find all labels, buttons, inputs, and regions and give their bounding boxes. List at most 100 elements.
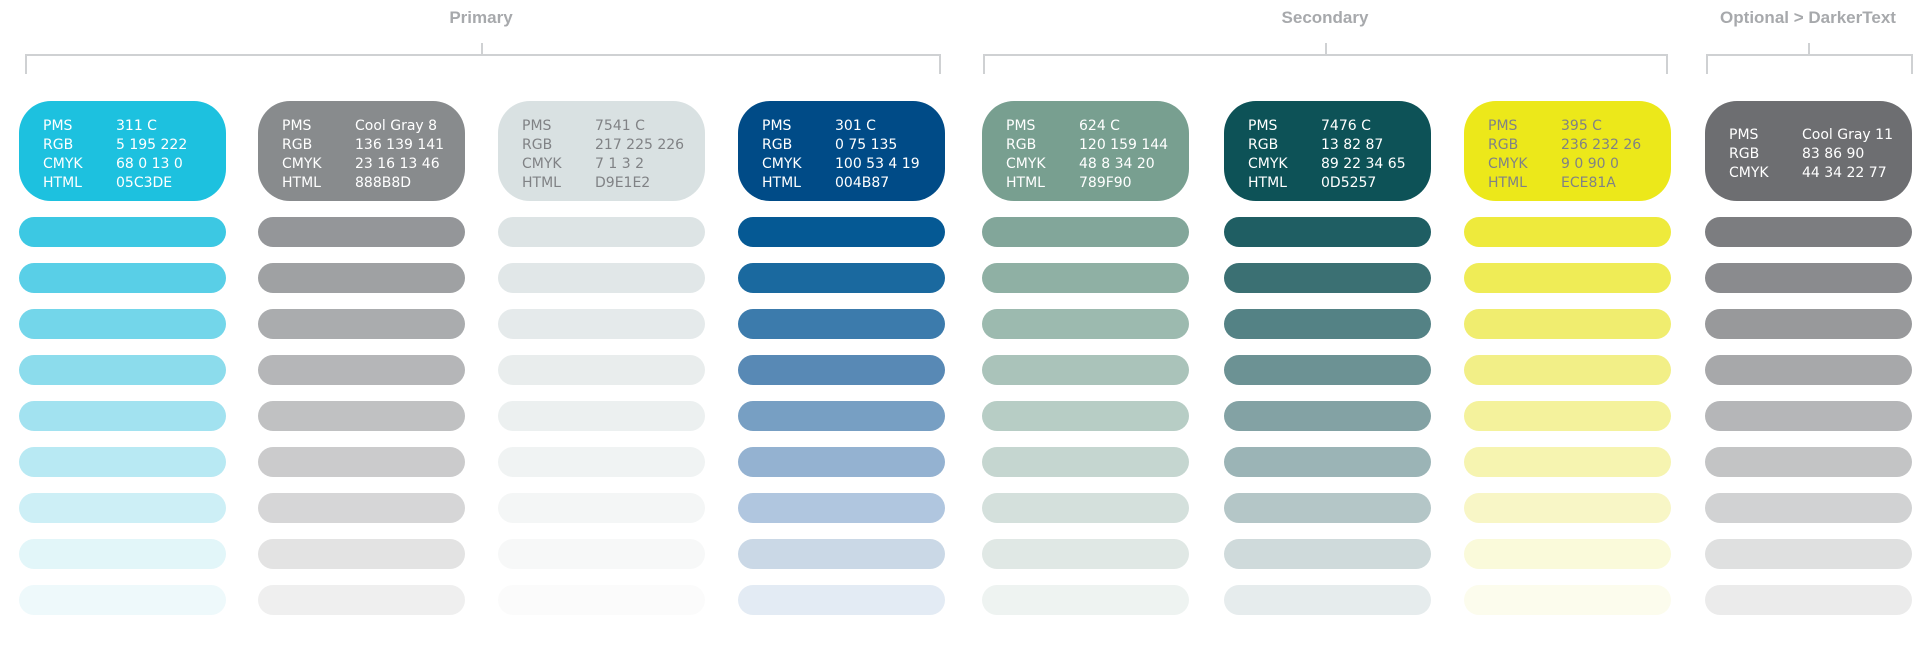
spec-key: RGB [522, 137, 553, 153]
spec-value: 0D5257 [1321, 175, 1377, 191]
tint-pill [1464, 217, 1671, 247]
bracket-secondary [983, 54, 1668, 74]
spec-key: CMYK [1248, 156, 1288, 172]
swatch-spec-row: CMYK 7 1 3 2 [522, 155, 705, 174]
tint-pill [982, 585, 1189, 615]
swatch-spec-row: PMS 301 C [762, 117, 945, 136]
spec-key: PMS [43, 118, 73, 134]
spec-key: RGB [762, 137, 793, 153]
tint-pill [258, 539, 465, 569]
tint-pill [1705, 309, 1912, 339]
spec-key: HTML [43, 175, 82, 191]
spec-value: 624 C [1079, 118, 1120, 134]
swatch-column-301c: PMS 301 C RGB 0 75 135 CMYK 100 53 4 19 HTML 00… [738, 101, 945, 615]
swatch-spec-row: RGB 136 139 141 [282, 136, 465, 155]
tint-pill [1224, 447, 1431, 477]
spec-key: CMYK [762, 156, 802, 172]
spec-value: 5 195 222 [116, 137, 188, 153]
spec-value: 120 159 144 [1079, 137, 1169, 153]
spec-value: 13 82 87 [1321, 137, 1384, 153]
swatch-spec-row: CMYK 89 22 34 65 [1248, 155, 1431, 174]
tint-pill [498, 355, 705, 385]
group-label-primary: Primary [449, 8, 513, 27]
swatch-card: PMS 624 C RGB 120 159 144 CMYK 48 8 34 20 HTML… [982, 101, 1189, 201]
swatch-spec-row: HTML 789F90 [1006, 174, 1189, 193]
spec-key: HTML [762, 175, 801, 191]
tint-pill [738, 263, 945, 293]
spec-key: PMS [762, 118, 792, 134]
tint-pill [498, 447, 705, 477]
swatch-spec-row: RGB 83 86 90 [1729, 145, 1912, 164]
tint-pill [258, 263, 465, 293]
spec-key: RGB [1006, 137, 1037, 153]
swatch-spec-row: CMYK 9 0 90 0 [1488, 155, 1671, 174]
spec-value: 89 22 34 65 [1321, 156, 1406, 172]
swatch-spec-row: HTML 888B8D [282, 174, 465, 193]
tint-pill [19, 217, 226, 247]
swatch-spec-row: HTML 05C3DE [43, 174, 226, 193]
swatch-column-311c: PMS 311 C RGB 5 195 222 CMYK 68 0 13 0 HTML 05C… [19, 101, 226, 615]
swatch-card: PMS Cool Gray 8 RGB 136 139 141 CMYK 23 16 13… [258, 101, 465, 201]
bracket-optional [1706, 54, 1913, 74]
spec-key: CMYK [522, 156, 562, 172]
tint-pill [498, 585, 705, 615]
swatch-column-624c: PMS 624 C RGB 120 159 144 CMYK 48 8 34 20 HTML… [982, 101, 1189, 615]
tint-pill [19, 401, 226, 431]
spec-value: 48 8 34 20 [1079, 156, 1155, 172]
spec-value: 23 16 13 46 [355, 156, 440, 172]
tint-pill [1224, 309, 1431, 339]
spec-value: 789F90 [1079, 175, 1132, 191]
tint-pill [19, 309, 226, 339]
tint-pill [498, 493, 705, 523]
spec-value: 395 C [1561, 118, 1602, 134]
spec-value: 311 C [116, 118, 157, 134]
spec-value: 7 1 3 2 [595, 156, 644, 172]
tint-pill [738, 447, 945, 477]
spec-key: CMYK [1006, 156, 1046, 172]
tint-pill [258, 493, 465, 523]
spec-value: 7541 C [595, 118, 645, 134]
tint-pill [498, 263, 705, 293]
spec-value: ECE81A [1561, 175, 1616, 191]
swatch-spec-row: PMS 7541 C [522, 117, 705, 136]
tint-pill [738, 309, 945, 339]
spec-key: PMS [1488, 118, 1518, 134]
spec-value: 0 75 135 [835, 137, 898, 153]
swatch-column-7476c: PMS 7476 C RGB 13 82 87 CMYK 89 22 34 65 HTML 0… [1224, 101, 1431, 615]
spec-value: 83 86 90 [1802, 146, 1865, 162]
spec-key: CMYK [282, 156, 322, 172]
swatch-column-cool-gray-11: PMS Cool Gray 11 RGB 83 86 90 CMYK 44 34 22 7… [1705, 101, 1912, 615]
spec-key: PMS [1729, 127, 1759, 143]
swatch-spec-row: HTML 004B87 [762, 174, 945, 193]
swatch-card: PMS 301 C RGB 0 75 135 CMYK 100 53 4 19 HTML 00… [738, 101, 945, 201]
tint-pill [982, 539, 1189, 569]
tint-pill [258, 447, 465, 477]
tint-pill [498, 401, 705, 431]
swatch-spec-row: CMYK 48 8 34 20 [1006, 155, 1189, 174]
tint-pill [738, 217, 945, 247]
bracket-tick-optional [1808, 43, 1810, 55]
tint-pill [19, 493, 226, 523]
spec-key: PMS [1248, 118, 1278, 134]
tint-pill [1705, 263, 1912, 293]
tint-pill [1224, 493, 1431, 523]
swatch-spec-row: RGB 0 75 135 [762, 136, 945, 155]
tint-pill [19, 585, 226, 615]
tint-pill [982, 309, 1189, 339]
swatch-spec-row: PMS 7476 C [1248, 117, 1431, 136]
swatch-spec-row: CMYK 23 16 13 46 [282, 155, 465, 174]
spec-key: HTML [1488, 175, 1527, 191]
spec-key: HTML [282, 175, 321, 191]
tint-pill [1464, 585, 1671, 615]
spec-value: 9 0 90 0 [1561, 156, 1619, 172]
tint-pill [1224, 539, 1431, 569]
tint-pill [1705, 355, 1912, 385]
spec-key: CMYK [1729, 165, 1769, 181]
spec-key: HTML [522, 175, 561, 191]
spec-key: PMS [282, 118, 312, 134]
tint-pill [738, 539, 945, 569]
tint-pill [1464, 309, 1671, 339]
spec-key: RGB [1248, 137, 1279, 153]
tint-pill [1464, 263, 1671, 293]
tint-pill [1705, 401, 1912, 431]
